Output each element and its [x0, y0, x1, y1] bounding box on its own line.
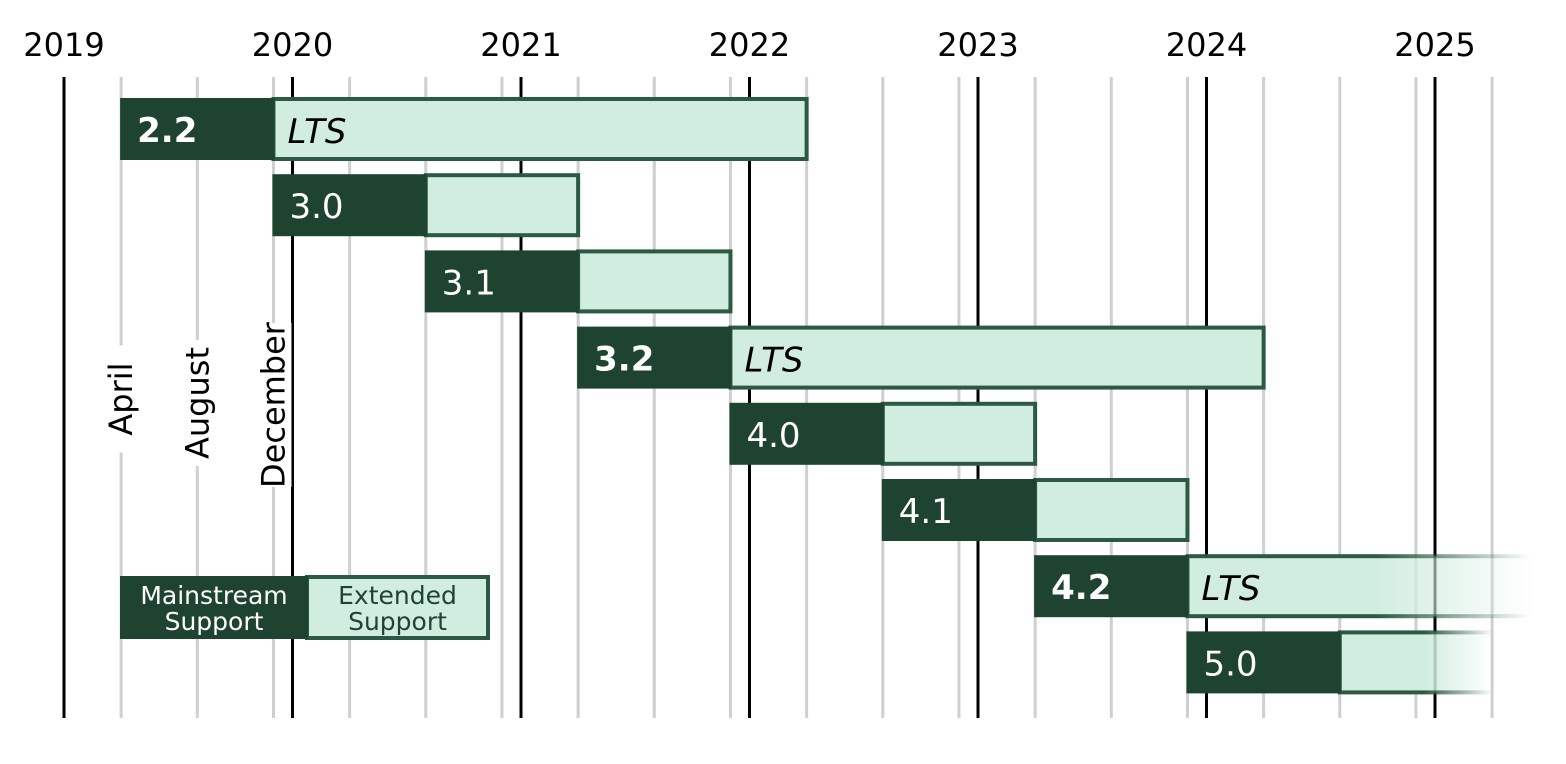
year-axis: 2019 2020 2021 2022 2023 2024 2025: [23, 26, 1475, 64]
version-label: 4.2: [1051, 568, 1111, 608]
version-label: 4.1: [899, 492, 953, 532]
mainstream-support-bar: [272, 174, 427, 237]
extended-support-bar: [728, 325, 1266, 390]
month-label-bg: [103, 345, 140, 453]
mainstream-support-bar: [1186, 631, 1341, 694]
extended-support-bar: [1337, 630, 1495, 695]
version-label: 4.0: [746, 416, 800, 456]
month-label-april: April: [102, 362, 140, 435]
version-label: 2.2: [137, 111, 197, 151]
legend-mainstream-swatch: [120, 576, 308, 639]
lts-label: LTS: [1201, 569, 1260, 609]
mainstream-support-bar: [1034, 555, 1189, 618]
release-bars: 2.2 LTS 3.0 3.1 3.2 LTS 4.0 4.1 4.2 LTS 5.0: [120, 97, 1533, 695]
release-bar-2.2: 2.2 LTS: [120, 97, 809, 161]
month-label-december: December: [254, 321, 292, 488]
release-bar-4.0: 4.0: [729, 401, 1038, 466]
lts-label: LTS: [287, 112, 346, 152]
release-bar-4.1: 4.1: [881, 478, 1190, 542]
release-bar-5.0: 5.0: [1186, 630, 1495, 695]
month-label-bg: [255, 323, 292, 487]
legend-extended-label: Extended: [338, 581, 457, 610]
year-label-2020: 2020: [252, 26, 333, 64]
version-label: 3.0: [289, 187, 343, 227]
extended-support-bar: [423, 173, 581, 238]
mainstream-support-bar: [577, 326, 732, 389]
extended-support-bar: [1033, 478, 1190, 542]
version-label: 5.0: [1203, 644, 1257, 684]
release-bar-3.0: 3.0: [272, 173, 581, 238]
year-label-2025: 2025: [1394, 26, 1475, 64]
legend-extended-label: Support: [348, 607, 447, 636]
year-label-2021: 2021: [480, 26, 561, 64]
month-labels: April August December: [102, 321, 292, 488]
month-label-august: August: [178, 347, 216, 459]
mainstream-support-bar: [729, 402, 884, 465]
release-bar-3.1: 3.1: [424, 249, 733, 314]
year-label-2023: 2023: [937, 26, 1018, 64]
lts-label: LTS: [744, 341, 803, 381]
version-label: 3.2: [594, 340, 654, 380]
extended-support-bar: [271, 97, 809, 161]
mainstream-support-bar: [120, 98, 275, 160]
year-label-2022: 2022: [709, 26, 790, 64]
year-label-2019: 2019: [23, 26, 104, 64]
extended-support-bar: [1185, 554, 1533, 619]
month-label-bg: [179, 340, 216, 466]
version-label: 3.1: [442, 263, 496, 303]
legend-mainstream-label: Mainstream: [140, 581, 287, 610]
release-bar-4.2: 4.2 LTS: [1034, 554, 1533, 619]
year-label-2024: 2024: [1166, 26, 1247, 64]
release-bar-3.2: 3.2 LTS: [577, 325, 1266, 390]
extended-support-bar: [576, 249, 733, 314]
mainstream-support-bar: [881, 479, 1037, 541]
extended-support-bar: [880, 401, 1038, 466]
mainstream-support-bar: [424, 250, 580, 313]
legend-mainstream-label: Support: [165, 607, 264, 636]
